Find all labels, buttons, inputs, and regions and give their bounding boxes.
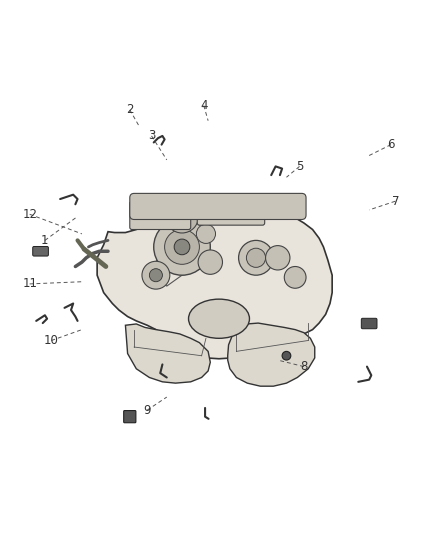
FancyBboxPatch shape bbox=[197, 201, 265, 225]
Circle shape bbox=[165, 230, 199, 264]
Text: 7: 7 bbox=[392, 195, 399, 208]
FancyBboxPatch shape bbox=[130, 201, 191, 230]
Text: 5: 5 bbox=[296, 160, 303, 173]
Text: 8: 8 bbox=[300, 360, 307, 373]
PathPatch shape bbox=[97, 206, 332, 359]
Circle shape bbox=[265, 246, 290, 270]
FancyBboxPatch shape bbox=[130, 193, 306, 220]
Circle shape bbox=[284, 266, 306, 288]
Circle shape bbox=[149, 269, 162, 282]
FancyBboxPatch shape bbox=[361, 318, 377, 329]
Text: 2: 2 bbox=[126, 103, 134, 116]
FancyBboxPatch shape bbox=[124, 410, 136, 423]
Text: 9: 9 bbox=[143, 403, 151, 417]
Text: 10: 10 bbox=[44, 334, 59, 347]
Circle shape bbox=[166, 200, 198, 233]
Circle shape bbox=[282, 351, 291, 360]
Text: 11: 11 bbox=[22, 277, 37, 290]
PathPatch shape bbox=[228, 323, 315, 386]
Circle shape bbox=[142, 261, 170, 289]
Text: 3: 3 bbox=[148, 130, 155, 142]
Ellipse shape bbox=[188, 299, 250, 338]
Text: 4: 4 bbox=[200, 99, 208, 112]
Circle shape bbox=[198, 250, 223, 274]
Circle shape bbox=[247, 248, 265, 268]
Circle shape bbox=[239, 240, 273, 275]
Text: 1: 1 bbox=[41, 234, 49, 247]
Circle shape bbox=[174, 239, 190, 255]
Text: 6: 6 bbox=[387, 138, 395, 151]
PathPatch shape bbox=[125, 324, 210, 383]
Text: 12: 12 bbox=[22, 208, 37, 221]
FancyBboxPatch shape bbox=[33, 246, 48, 256]
Circle shape bbox=[154, 219, 210, 275]
Circle shape bbox=[196, 224, 215, 244]
